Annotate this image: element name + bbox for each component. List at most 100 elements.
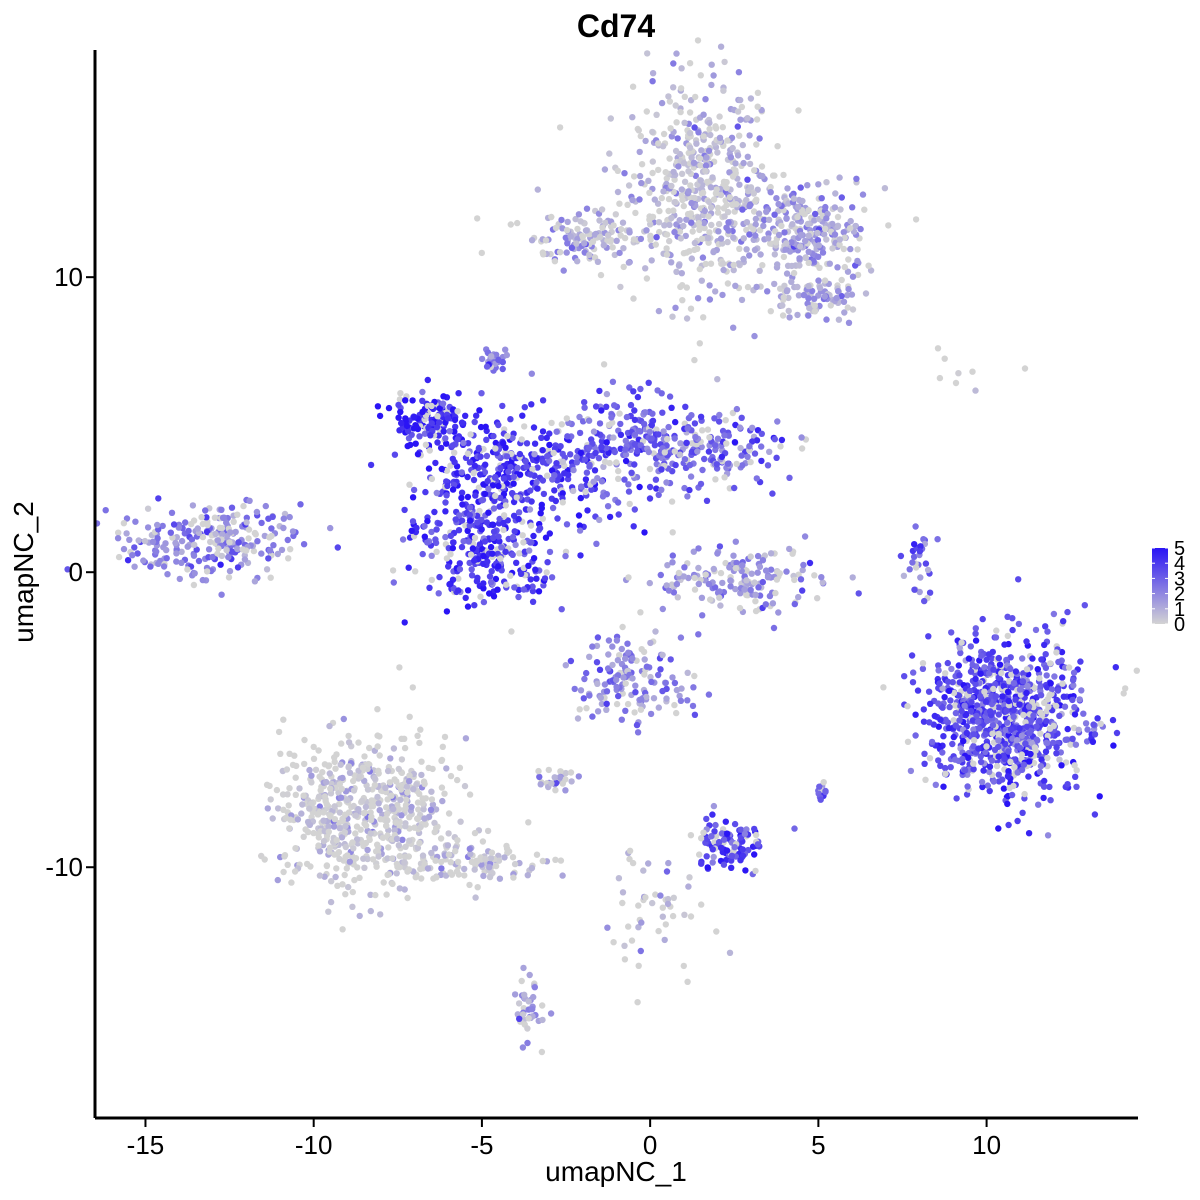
- data-point: [724, 830, 731, 837]
- data-point: [417, 823, 424, 831]
- data-point: [528, 401, 535, 408]
- data-point: [764, 574, 772, 581]
- data-point: [443, 440, 450, 447]
- data-point: [631, 416, 639, 424]
- data-point: [942, 764, 949, 772]
- data-point: [760, 222, 767, 230]
- data-point: [695, 220, 702, 227]
- data-point: [385, 844, 392, 851]
- data-point: [845, 285, 852, 293]
- data-point: [1008, 726, 1015, 733]
- data-point: [598, 443, 605, 450]
- data-point: [727, 583, 734, 590]
- data-point: [663, 582, 670, 589]
- x-axis-label: umapNC_1: [545, 1156, 687, 1187]
- data-point: [559, 499, 566, 506]
- data-point: [516, 550, 523, 557]
- data-point: [986, 763, 994, 770]
- data-point: [967, 707, 975, 715]
- data-point: [267, 574, 274, 581]
- data-point: [300, 833, 307, 840]
- data-point: [614, 188, 622, 196]
- data-point: [626, 384, 633, 391]
- data-point: [1019, 678, 1027, 685]
- data-point: [1003, 656, 1010, 664]
- data-point: [854, 257, 861, 265]
- data-point: [515, 509, 523, 516]
- data-point: [688, 255, 695, 262]
- data-point: [367, 907, 374, 915]
- data-point: [952, 702, 959, 709]
- data-point: [732, 565, 740, 572]
- data-point: [821, 277, 829, 284]
- data-point: [500, 519, 507, 527]
- data-point: [374, 793, 381, 801]
- data-point: [567, 233, 574, 240]
- data-point: [920, 706, 927, 713]
- data-point: [802, 254, 809, 261]
- data-point: [367, 461, 375, 469]
- data-point: [977, 670, 984, 677]
- data-point: [729, 144, 736, 152]
- data-point: [515, 1000, 523, 1007]
- data-point: [755, 210, 763, 217]
- data-point: [728, 864, 735, 871]
- data-point: [758, 430, 765, 437]
- data-point: [684, 697, 691, 704]
- data-point: [1072, 741, 1080, 748]
- data-point: [576, 413, 583, 421]
- data-point: [646, 216, 653, 223]
- data-point: [558, 216, 565, 224]
- data-point: [669, 529, 676, 536]
- data-point: [1076, 696, 1083, 703]
- data-point: [949, 740, 956, 748]
- data-point: [777, 443, 784, 450]
- data-point: [539, 1016, 546, 1024]
- data-point: [191, 541, 198, 548]
- data-point: [413, 423, 420, 430]
- data-point: [516, 450, 524, 458]
- data-point: [198, 514, 205, 521]
- data-point: [266, 782, 273, 790]
- data-point: [616, 410, 623, 417]
- data-point: [712, 125, 720, 132]
- data-point: [722, 559, 729, 567]
- data-point: [805, 259, 812, 266]
- data-point: [818, 195, 825, 202]
- data-point: [341, 811, 349, 818]
- data-point: [717, 235, 725, 242]
- data-point: [592, 449, 599, 457]
- data-point: [733, 559, 740, 567]
- data-point: [483, 363, 491, 370]
- data-point: [315, 747, 322, 754]
- data-point: [454, 776, 461, 784]
- data-point: [416, 433, 423, 440]
- data-point: [141, 537, 149, 545]
- data-point: [163, 555, 170, 562]
- data-point: [401, 506, 408, 514]
- data-point: [588, 486, 595, 493]
- data-point: [495, 482, 502, 490]
- data-point: [710, 802, 718, 810]
- data-point: [1023, 638, 1030, 645]
- data-point: [230, 518, 237, 525]
- data-point: [312, 766, 320, 773]
- data-point: [619, 219, 627, 226]
- data-point: [767, 566, 775, 573]
- data-point: [635, 924, 642, 931]
- data-point: [952, 379, 960, 387]
- data-point: [280, 515, 287, 522]
- data-point: [408, 803, 415, 811]
- data-point: [710, 248, 717, 256]
- data-point: [799, 566, 806, 574]
- data-point: [334, 544, 341, 551]
- data-point: [455, 527, 463, 534]
- data-point: [446, 581, 453, 588]
- data-point: [1033, 723, 1040, 730]
- data-point: [627, 401, 635, 409]
- data-point: [384, 767, 392, 775]
- data-point: [316, 803, 323, 810]
- data-point: [471, 418, 478, 426]
- data-point: [653, 485, 660, 492]
- data-point: [758, 163, 766, 170]
